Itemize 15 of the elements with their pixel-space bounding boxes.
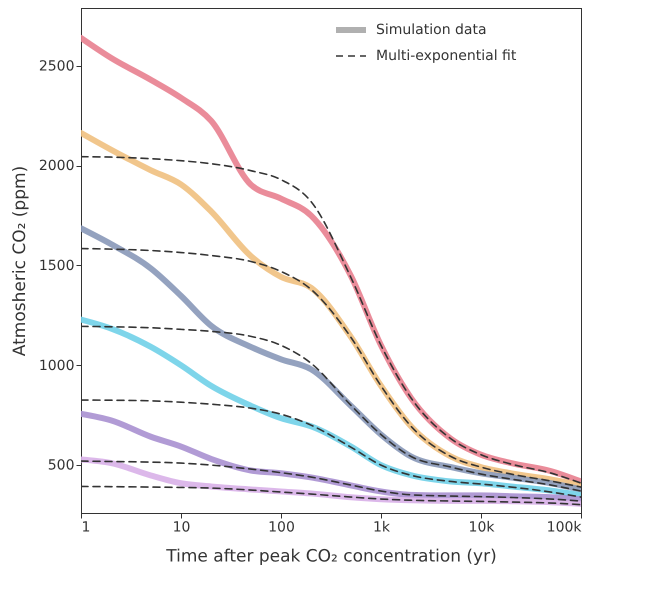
- x-tick-label: 100k: [546, 520, 582, 536]
- y-tick-label: 1000: [38, 358, 74, 374]
- y-tick-label: 500: [48, 458, 74, 474]
- x-tick-label: 100: [268, 520, 295, 536]
- y-tick-label: 2000: [38, 158, 74, 174]
- x-axis-title: Time after peak CO₂ concentration (yr): [165, 546, 497, 566]
- x-tick-label: 1: [82, 520, 90, 536]
- y-tick-label: 2500: [38, 58, 74, 74]
- legend-label: Simulation data: [376, 22, 487, 38]
- x-tick-label: 10k: [468, 520, 496, 536]
- legend-label: Multi-exponential fit: [376, 48, 517, 64]
- x-tick-label: 10: [172, 520, 190, 536]
- y-axis-title: Atmosheric CO₂ (ppm): [10, 166, 30, 356]
- x-tick-label: 1k: [372, 520, 391, 536]
- y-tick-label: 1500: [38, 258, 74, 274]
